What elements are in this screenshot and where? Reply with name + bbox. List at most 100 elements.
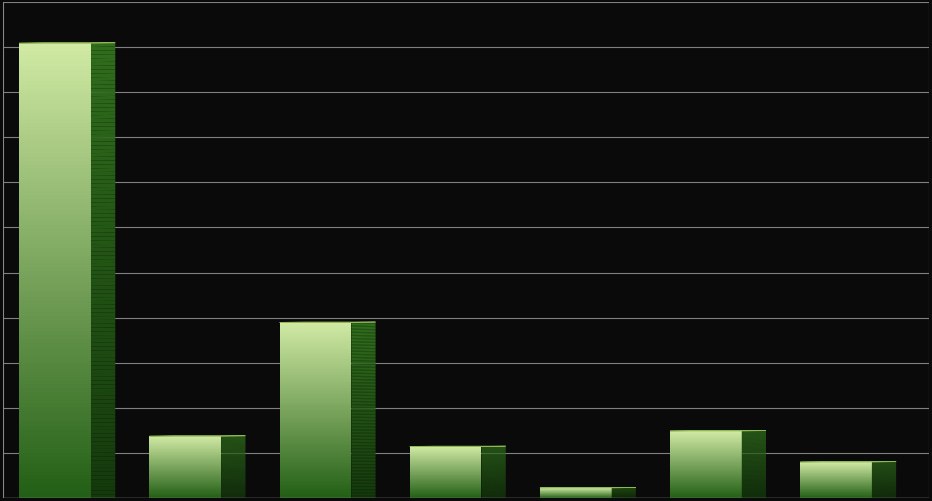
- Polygon shape: [91, 206, 116, 210]
- Bar: [20, 67, 91, 71]
- Polygon shape: [742, 469, 766, 470]
- Polygon shape: [221, 446, 245, 447]
- Polygon shape: [742, 456, 766, 457]
- Bar: [280, 440, 351, 441]
- Polygon shape: [351, 451, 376, 453]
- Polygon shape: [91, 104, 116, 108]
- Polygon shape: [351, 365, 376, 367]
- Bar: [670, 488, 742, 489]
- Bar: [280, 422, 351, 424]
- Polygon shape: [351, 330, 376, 332]
- Polygon shape: [221, 452, 245, 453]
- Bar: [149, 454, 221, 455]
- Bar: [149, 442, 221, 443]
- Bar: [280, 466, 351, 467]
- Polygon shape: [221, 453, 245, 454]
- Bar: [670, 485, 742, 486]
- Bar: [670, 496, 742, 497]
- Polygon shape: [871, 473, 897, 474]
- Bar: [280, 356, 351, 358]
- Polygon shape: [742, 442, 766, 443]
- Bar: [20, 400, 91, 404]
- Bar: [280, 391, 351, 393]
- Polygon shape: [482, 471, 506, 472]
- Bar: [20, 373, 91, 377]
- Bar: [149, 441, 221, 442]
- Bar: [20, 404, 91, 407]
- Bar: [280, 377, 351, 378]
- Polygon shape: [482, 460, 506, 461]
- Polygon shape: [742, 455, 766, 456]
- Polygon shape: [742, 463, 766, 464]
- Polygon shape: [91, 347, 116, 351]
- Bar: [20, 93, 91, 97]
- Bar: [280, 372, 351, 374]
- Polygon shape: [742, 495, 766, 496]
- Bar: [20, 59, 91, 63]
- Polygon shape: [742, 447, 766, 448]
- Polygon shape: [351, 341, 376, 343]
- Bar: [670, 474, 742, 475]
- Bar: [20, 456, 91, 460]
- Polygon shape: [742, 456, 766, 457]
- Polygon shape: [351, 355, 376, 356]
- Bar: [280, 354, 351, 355]
- Bar: [20, 426, 91, 430]
- Bar: [149, 472, 221, 473]
- Bar: [149, 494, 221, 495]
- Polygon shape: [351, 497, 376, 498]
- Bar: [149, 483, 221, 484]
- Polygon shape: [91, 264, 116, 268]
- Polygon shape: [742, 462, 766, 463]
- Bar: [20, 385, 91, 388]
- Polygon shape: [482, 478, 506, 479]
- Polygon shape: [351, 422, 376, 424]
- Polygon shape: [221, 439, 245, 440]
- Polygon shape: [91, 63, 116, 67]
- Bar: [20, 483, 91, 487]
- Bar: [149, 480, 221, 481]
- Polygon shape: [91, 453, 116, 456]
- Bar: [280, 447, 351, 448]
- Polygon shape: [91, 358, 116, 362]
- Polygon shape: [221, 464, 245, 465]
- Polygon shape: [742, 485, 766, 486]
- Polygon shape: [91, 146, 116, 150]
- Bar: [280, 426, 351, 428]
- Polygon shape: [742, 433, 766, 434]
- Polygon shape: [482, 476, 506, 477]
- Polygon shape: [351, 382, 376, 384]
- Polygon shape: [482, 463, 506, 464]
- Bar: [280, 419, 351, 421]
- Bar: [280, 478, 351, 479]
- Bar: [670, 487, 742, 488]
- Polygon shape: [742, 493, 766, 494]
- Polygon shape: [351, 428, 376, 429]
- Bar: [280, 486, 351, 488]
- Bar: [149, 460, 221, 461]
- Bar: [20, 302, 91, 305]
- Polygon shape: [91, 229, 116, 233]
- Bar: [670, 460, 742, 461]
- Bar: [149, 468, 221, 469]
- Bar: [20, 173, 91, 176]
- Polygon shape: [742, 493, 766, 494]
- Bar: [20, 101, 91, 105]
- Bar: [280, 424, 351, 425]
- Bar: [280, 403, 351, 405]
- Polygon shape: [221, 466, 245, 467]
- Bar: [670, 470, 742, 471]
- Polygon shape: [482, 469, 506, 470]
- Polygon shape: [351, 412, 376, 413]
- Bar: [20, 309, 91, 313]
- Bar: [20, 244, 91, 248]
- Polygon shape: [351, 456, 376, 457]
- Bar: [280, 435, 351, 437]
- Polygon shape: [482, 460, 506, 461]
- Bar: [149, 447, 221, 448]
- Polygon shape: [351, 476, 376, 478]
- Polygon shape: [91, 260, 116, 264]
- Polygon shape: [482, 479, 506, 480]
- Polygon shape: [482, 447, 506, 448]
- Bar: [20, 252, 91, 256]
